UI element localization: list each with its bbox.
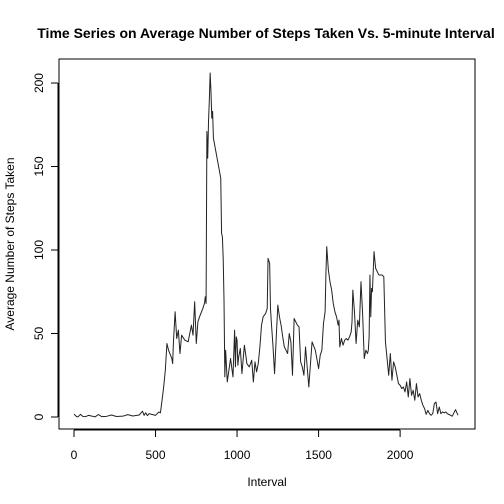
y-tick-label: 50 [32,327,46,341]
x-tick-label: 1000 [224,448,251,462]
x-axis: 0 500 1000 1500 2000 [71,429,414,462]
x-tick-label: 500 [146,448,166,462]
y-tick-label: 150 [32,156,46,176]
y-tick-label: 100 [32,240,46,260]
x-tick-label: 2000 [387,448,414,462]
chart-title: Time Series on Average Number of Steps T… [37,25,494,41]
x-axis-label: Interval [247,475,286,489]
y-axis: 0 50 100 150 200 [32,73,59,420]
x-tick-label: 1500 [305,448,332,462]
plot-frame [58,58,476,430]
x-tick-label: 0 [71,448,78,462]
series-line [73,72,459,418]
y-axis-label: Average Number of Steps Taken [3,158,17,331]
y-tick-label: 200 [32,73,46,93]
y-tick-label: 0 [32,413,46,420]
